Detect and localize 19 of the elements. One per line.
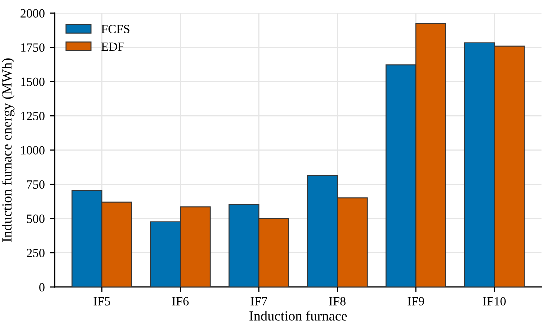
- y-tick-label: 0: [40, 283, 45, 292]
- y-axis-title: Induction furnace energy (MWh): [2, 58, 15, 242]
- y-tick-label: 1750: [21, 44, 45, 52]
- y-tick-label: 1500: [21, 78, 45, 86]
- y-tick-label: 1000: [21, 146, 45, 155]
- x-tick-label: IF8: [329, 297, 346, 306]
- y-tick-label: 2000: [20, 9, 45, 18]
- x-tick-label: IF9: [408, 297, 424, 306]
- y-tick-label: 1250: [21, 112, 45, 121]
- x-tick-label: IF10: [483, 297, 506, 306]
- x-tick-label: IF7: [250, 297, 268, 306]
- x-tick-label: IF5: [94, 297, 110, 306]
- y-tick-label: 500: [27, 214, 45, 224]
- x-tick-label: IF6: [172, 297, 189, 306]
- x-axis-title: Induction furnace: [250, 310, 348, 321]
- legend-label: FCFS: [102, 25, 130, 34]
- y-tick-label: 250: [27, 249, 45, 258]
- legend-label: EDF: [102, 42, 124, 52]
- y-tick-label: 750: [27, 180, 45, 189]
